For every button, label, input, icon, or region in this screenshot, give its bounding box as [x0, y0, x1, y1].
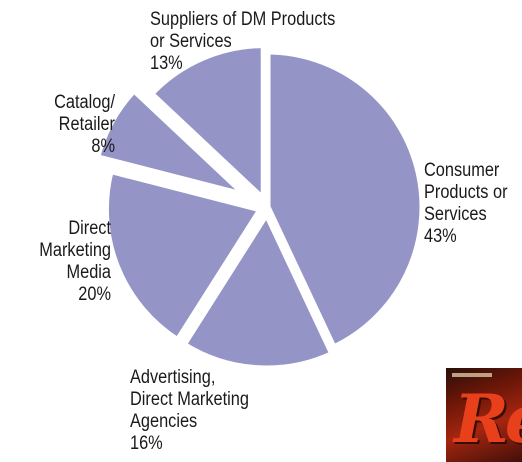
label-line: Products or	[424, 182, 508, 203]
label-advertising-agencies: Advertising, Direct Marketing Agencies 1…	[130, 367, 249, 455]
pie-slices	[92, 41, 427, 373]
label-line: Retailer	[58, 114, 115, 135]
pie-slice-direct-marketing-media	[101, 166, 267, 346]
magazine-masthead-strip	[452, 373, 492, 377]
label-percent: 20%	[78, 284, 111, 305]
label-percent: 13%	[150, 53, 183, 74]
label-line: or Services	[150, 31, 232, 52]
label-line: Services	[424, 204, 487, 225]
label-catalog-retailer: Catalog/ Retailer 8%	[22, 92, 115, 158]
label-line: Suppliers of DM Products	[150, 9, 336, 30]
label-percent: 43%	[424, 226, 457, 247]
pie-slice-suppliers-of-dm-products-or-services	[145, 41, 268, 209]
label-line: Direct	[68, 218, 111, 239]
label-line: Marketing	[39, 240, 111, 261]
label-line: Consumer	[424, 160, 500, 181]
pie-slice-advertising-direct-marketing-agencies	[178, 205, 338, 373]
label-direct-marketing-media: Direct Marketing Media 20%	[16, 218, 111, 306]
label-line: Catalog/	[54, 92, 115, 113]
label-suppliers: Suppliers of DM Products or Services 13%	[150, 9, 335, 75]
label-line: Direct Marketing	[130, 389, 249, 410]
label-line: Agencies	[130, 411, 198, 432]
label-consumer-products: Consumer Products or Services 43%	[424, 160, 508, 248]
magazine-logo-glyph: Re	[454, 380, 522, 458]
pie-slice-consumer-products-or-services	[263, 47, 427, 353]
label-line: Media	[66, 262, 111, 283]
label-percent: 8%	[91, 136, 115, 157]
label-percent: 16%	[130, 433, 163, 454]
pie-slice-catalog-retailer	[92, 84, 251, 200]
label-line: Advertising,	[130, 367, 216, 388]
magazine-cover-thumbnail: Re	[446, 368, 522, 462]
